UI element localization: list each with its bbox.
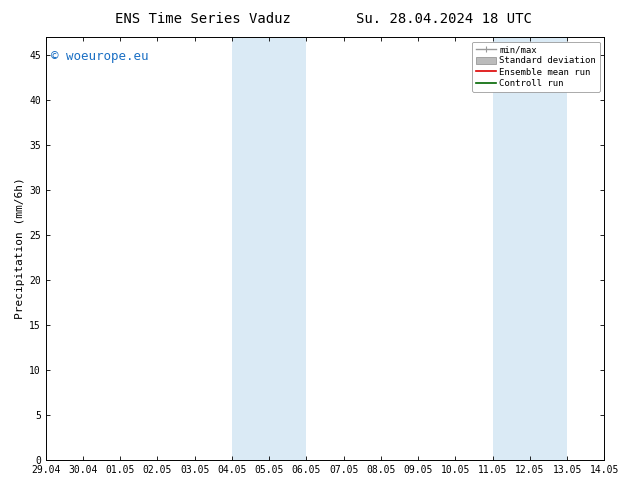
Text: Su. 28.04.2024 18 UTC: Su. 28.04.2024 18 UTC <box>356 12 532 26</box>
Bar <box>232 37 306 460</box>
Y-axis label: Precipitation (mm/6h): Precipitation (mm/6h) <box>15 178 25 319</box>
Text: © woeurope.eu: © woeurope.eu <box>51 50 149 63</box>
Text: ENS Time Series Vaduz: ENS Time Series Vaduz <box>115 12 291 26</box>
Bar <box>493 37 567 460</box>
Legend: min/max, Standard deviation, Ensemble mean run, Controll run: min/max, Standard deviation, Ensemble me… <box>472 42 600 92</box>
